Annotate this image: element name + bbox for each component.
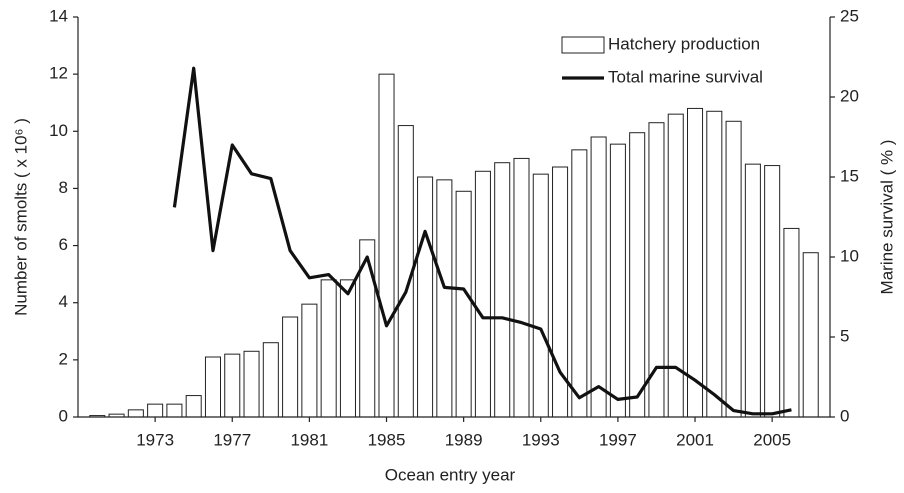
x-tick-label: 1989 [445,430,483,449]
legend-swatch [561,36,605,54]
bar [764,165,781,418]
y-tick-label: 0 [59,406,68,425]
bar [436,179,453,418]
bar [320,279,337,418]
bar [185,395,202,418]
bar [147,403,164,418]
bar [802,252,819,418]
y-tick-label: 2 [59,349,68,368]
y2-tick-label: 5 [840,326,849,345]
bar [571,149,588,418]
x-tick-label: 1973 [136,430,174,449]
bar [609,143,626,418]
x-tick-label: 2001 [676,430,714,449]
bar [725,120,742,418]
y-tick-label: 6 [59,235,68,254]
bar [301,303,318,418]
y2-tick-label: 25 [840,6,859,25]
x-tick-label: 1993 [522,430,560,449]
bar [224,353,241,418]
bar [590,136,607,418]
bar [455,190,472,418]
y-axis-title: Number of smolts ( x 10⁶ ) [11,118,30,316]
legend-label: Hatchery production [608,34,760,53]
bar [474,170,491,418]
y2-tick-label: 0 [840,406,849,425]
bar [687,107,704,418]
bar [243,350,260,418]
y-tick-label: 8 [59,178,68,197]
bar [706,110,723,418]
bar [744,163,761,418]
axes [77,17,831,418]
bar [783,227,800,418]
y2-tick-label: 10 [840,246,859,265]
bar [378,73,395,418]
bar [629,132,646,418]
y2-tick-label: 20 [840,86,859,105]
x-tick-label: 1997 [599,430,637,449]
y-tick-label: 12 [49,64,68,83]
y2-axis-title: Marine survival ( % ) [877,140,896,295]
bar [282,316,299,418]
x-tick-label: 2005 [753,430,791,449]
x-tick-label: 1981 [290,430,328,449]
bar [262,342,279,418]
bar [127,409,144,418]
x-axis-title: Ocean entry year [385,465,516,484]
y-tick-label: 14 [49,6,68,25]
bar [494,162,511,418]
x-tick-label: 1985 [368,430,406,449]
bar [166,403,183,418]
legend-label: Total marine survival [608,67,763,86]
bar [204,356,221,418]
x-tick-label: 1977 [213,430,251,449]
y-tick-label: 10 [49,121,68,140]
bar [513,157,530,418]
y2-tick-label: 15 [840,166,859,185]
line [172,66,792,416]
bar [417,176,434,418]
y-tick-label: 4 [59,292,68,311]
bar [532,173,549,418]
bar [339,279,356,418]
